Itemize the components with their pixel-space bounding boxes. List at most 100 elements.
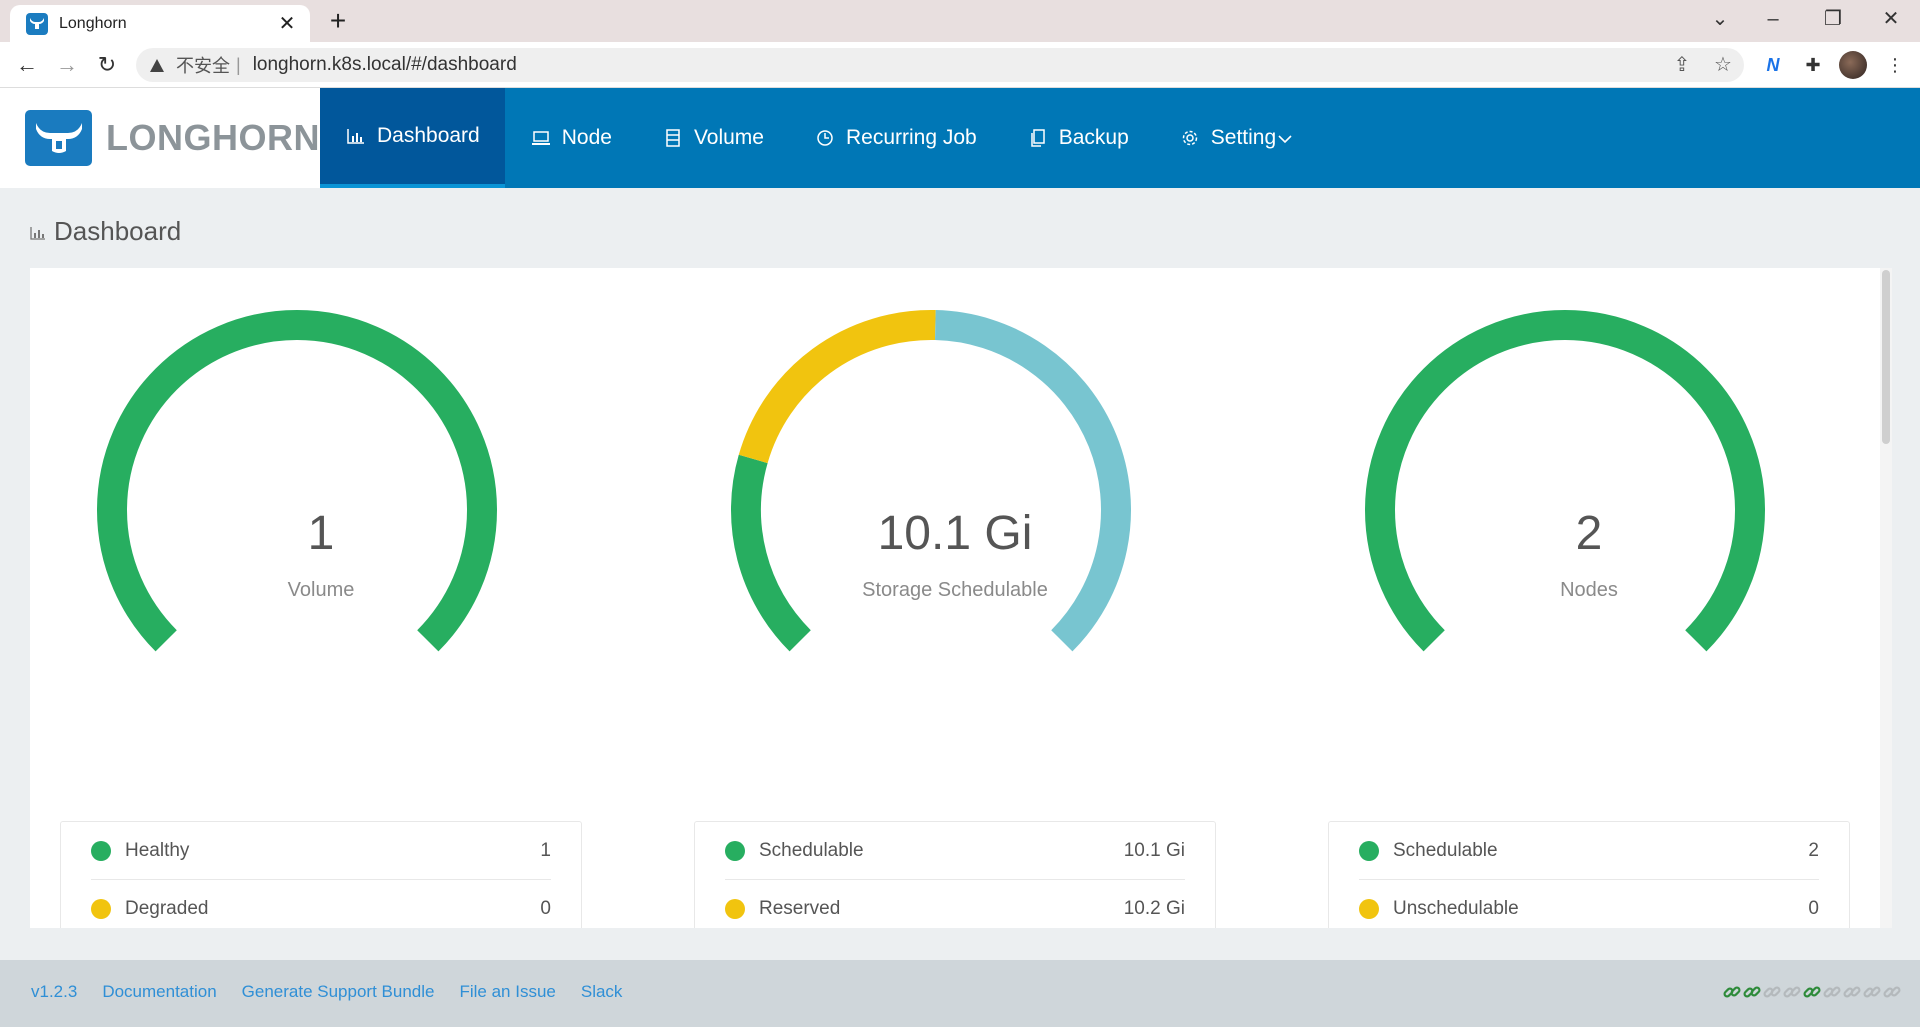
legend-value: 1 <box>540 839 551 861</box>
browser-tabstrip: Longhorn ✕ + ⌄ – ❐ ✕ <box>0 0 1920 42</box>
documentation-link[interactable]: Documentation <box>102 982 217 1001</box>
database-icon <box>662 127 684 149</box>
nav-backup[interactable]: Backup <box>1002 88 1154 188</box>
extensions-puzzle-icon[interactable]: ✚ <box>1805 55 1821 75</box>
legend-name: Reserved <box>759 897 841 919</box>
longhorn-logo-icon <box>25 110 92 166</box>
url-separator: | <box>236 54 241 75</box>
legend-name: Unschedulable <box>1393 897 1519 919</box>
nav-recurring-job-label: Recurring Job <box>845 126 977 149</box>
storage-card: 10.1 Gi Storage Schedulable Schedulable … <box>694 268 1216 928</box>
page-title-text: Dashboard <box>54 216 182 246</box>
legend-value: 10.1 Gi <box>1123 839 1185 861</box>
status-dot <box>725 840 745 861</box>
laptop-icon <box>530 127 552 149</box>
gauge-segment[interactable] <box>738 310 936 464</box>
gauge-segment[interactable] <box>731 454 811 652</box>
brand[interactable]: LONGHORN <box>0 88 320 188</box>
link-icon <box>1803 986 1821 998</box>
legend-row: Healthy 1 <box>91 822 551 880</box>
menu-dots-icon[interactable]: ⋮ <box>1886 55 1904 75</box>
storage-legend: Schedulable 10.1 Gi Reserved 10.2 Gi <box>694 821 1216 928</box>
clock-icon <box>814 127 836 149</box>
volume-gauge[interactable] <box>60 268 582 788</box>
nav-volume[interactable]: Volume <box>637 88 789 188</box>
link-icon <box>1743 986 1761 998</box>
nav-setting[interactable]: Setting <box>1154 88 1317 188</box>
tab-title: Longhorn <box>59 14 127 32</box>
legend-row: Reserved 10.2 Gi <box>725 880 1185 928</box>
scrollbar-thumb[interactable] <box>1882 270 1890 444</box>
legend-value: 0 <box>540 897 551 919</box>
legend-value: 10.2 Gi <box>1123 897 1185 919</box>
legend-value: 0 <box>1808 897 1819 919</box>
link-icon <box>1863 986 1881 998</box>
volume-count: 1 <box>307 507 335 560</box>
reload-icon[interactable]: ↻ <box>97 52 117 77</box>
nodes-gauge[interactable] <box>1328 268 1850 788</box>
gear-icon <box>1179 127 1201 149</box>
link-icon <box>1783 986 1801 998</box>
nav-dashboard-label: Dashboard <box>377 124 480 147</box>
address-bar[interactable]: 不安全 | longhorn.k8s.local/#/dashboard ⇪ ☆ <box>136 48 1744 82</box>
gauge-segment[interactable] <box>1365 310 1765 652</box>
nav-volume-label: Volume <box>693 126 764 149</box>
status-dot <box>1359 898 1379 919</box>
status-dot <box>91 840 111 861</box>
nav-setting-label: Setting <box>1210 126 1277 149</box>
nodes-legend: Schedulable 2 Unschedulable 0 <box>1328 821 1850 928</box>
back-arrow-icon[interactable]: ← <box>16 52 38 77</box>
link-icon <box>1843 986 1861 998</box>
storage-label: Storage Schedulable <box>862 579 1048 601</box>
status-dot <box>91 898 111 919</box>
gauge-segment[interactable] <box>934 310 1131 652</box>
bar-chart-icon <box>345 125 367 147</box>
link-icon <box>1763 986 1781 998</box>
page-title: Dashboard <box>30 216 181 247</box>
version-link[interactable]: v1.2.3 <box>31 982 78 1001</box>
storage-gauge[interactable] <box>694 268 1216 788</box>
insecure-label: 不安全 <box>176 56 230 76</box>
nav-node-label: Node <box>561 126 612 149</box>
extension-n-icon[interactable]: N <box>1766 55 1780 75</box>
support-bundle-link[interactable]: Generate Support Bundle <box>241 982 435 1001</box>
file-issue-link[interactable]: File an Issue <box>459 982 556 1001</box>
connection-status <box>1722 982 1902 1002</box>
share-icon[interactable]: ⇪ <box>1673 54 1691 76</box>
longhorn-favicon-icon <box>26 12 48 35</box>
nav-node[interactable]: Node <box>505 88 637 188</box>
nav-dashboard[interactable]: Dashboard <box>320 88 505 188</box>
slack-link[interactable]: Slack <box>580 982 623 1001</box>
storage-value: 10.1 Gi <box>877 507 1033 560</box>
minimize-icon[interactable]: – <box>1767 8 1779 30</box>
restore-icon[interactable]: ❐ <box>1824 8 1842 30</box>
nav-recurring-job[interactable]: Recurring Job <box>789 88 1002 188</box>
url-text[interactable]: longhorn.k8s.local/#/dashboard <box>252 54 517 75</box>
link-icon <box>1823 986 1841 998</box>
main-nav: Dashboard Node Volume Recurring Job Back… <box>320 88 1317 188</box>
browser-tab[interactable]: Longhorn ✕ <box>10 5 310 42</box>
window-close-icon[interactable]: ✕ <box>1882 8 1900 30</box>
bar-chart-icon <box>30 216 46 247</box>
new-tab-button[interactable]: + <box>329 5 347 36</box>
dashboard-panel: 1 Volume Healthy 1 Degraded 0 10.1 Gi St… <box>30 268 1880 928</box>
status-dot <box>725 898 745 919</box>
tab-close-icon[interactable]: ✕ <box>278 13 296 35</box>
warning-icon <box>150 58 164 72</box>
profile-avatar[interactable] <box>1839 51 1867 79</box>
legend-name: Schedulable <box>759 839 864 861</box>
content-scrollbar[interactable] <box>1880 268 1892 928</box>
gauge-segment[interactable] <box>97 310 497 652</box>
tab-search-chevron-icon[interactable]: ⌄ <box>1711 8 1729 30</box>
bookmark-star-icon[interactable]: ☆ <box>1714 54 1732 76</box>
nodes-count: 2 <box>1575 507 1603 560</box>
browser-toolbar: ← → ↻ 不安全 | longhorn.k8s.local/#/dashboa… <box>0 42 1920 88</box>
volume-label: Volume <box>287 579 355 601</box>
legend-name: Healthy <box>125 839 190 861</box>
nav-backup-label: Backup <box>1058 126 1129 149</box>
link-icon <box>1883 986 1901 998</box>
forward-arrow-icon[interactable]: → <box>56 52 78 77</box>
brand-name: LONGHORN <box>106 117 320 158</box>
legend-row: Unschedulable 0 <box>1359 880 1819 928</box>
chevron-down-icon <box>1278 126 1292 150</box>
